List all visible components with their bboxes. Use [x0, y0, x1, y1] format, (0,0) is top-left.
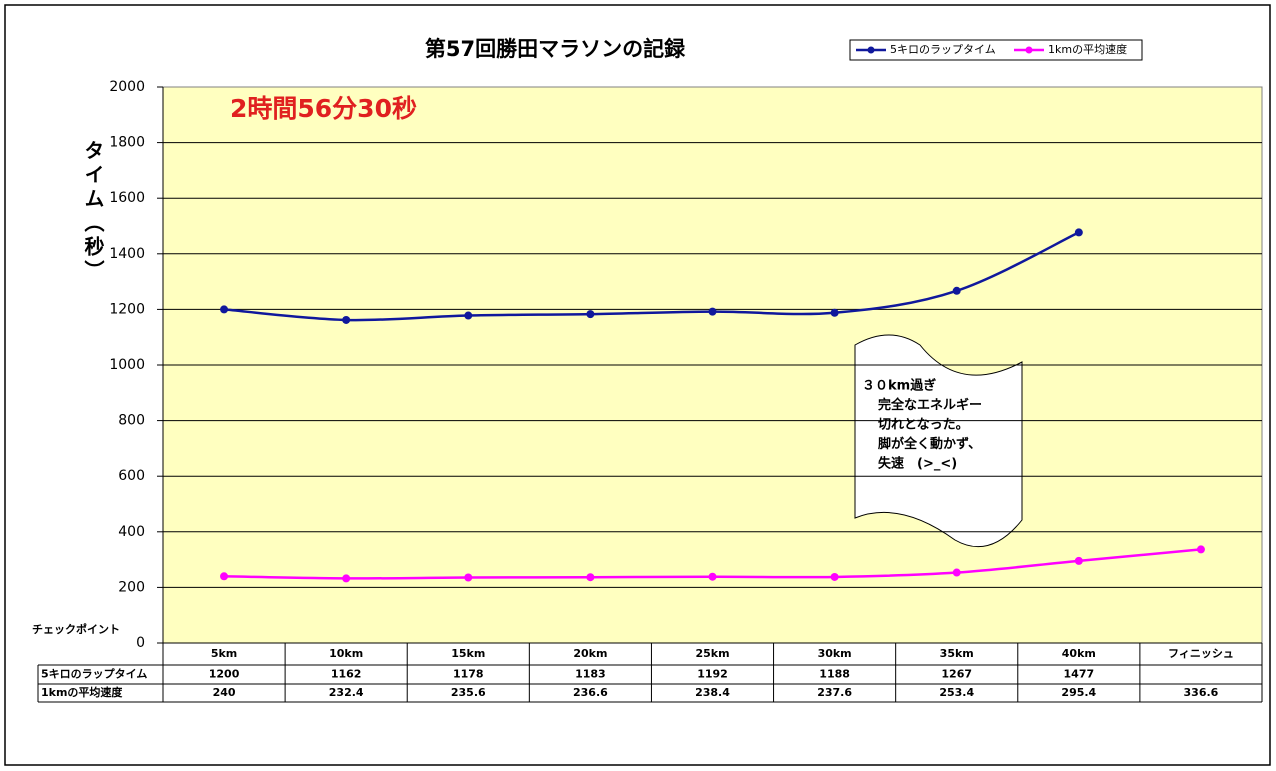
legend-marker — [1025, 46, 1033, 54]
data-point — [220, 305, 229, 314]
table-value: 232.4 — [329, 686, 364, 699]
y-tick-label: 200 — [118, 579, 145, 595]
data-point — [708, 572, 717, 581]
table-value: 1183 — [575, 668, 606, 681]
y-tick-label: 1000 — [109, 357, 145, 373]
data-point — [342, 315, 351, 324]
table-value: 295.4 — [1061, 686, 1096, 699]
table-value: 238.4 — [695, 686, 730, 699]
table-row-label: 5キロのラップタイム — [41, 667, 147, 681]
y-tick-label: 1800 — [109, 135, 145, 151]
y-tick-label: 1600 — [109, 190, 145, 206]
x-tick-label: フィニッシュ — [1168, 647, 1234, 660]
x-tick-label: 30km — [818, 647, 852, 660]
data-point — [464, 573, 473, 582]
x-tick-label: 10km — [329, 647, 363, 660]
data-point — [464, 311, 473, 320]
legend-label: 1kmの平均速度 — [1048, 42, 1127, 56]
y-tick-label: 400 — [118, 524, 145, 540]
table-value: 1267 — [941, 668, 972, 681]
series-line — [223, 231, 1080, 322]
table-row-label: 1kmの平均速度 — [41, 685, 123, 699]
x-tick-label: 20km — [573, 647, 607, 660]
y-tick-label: 2000 — [109, 79, 145, 95]
callout-text: ３０km過ぎ — [862, 378, 936, 394]
data-point — [708, 307, 717, 316]
x-tick-label: 35km — [940, 647, 974, 660]
legend-label: 5キロのラップタイム — [890, 43, 996, 56]
data-point — [1074, 556, 1083, 565]
data-point — [952, 568, 961, 577]
table-value: 1192 — [697, 668, 728, 681]
callout-text: 完全なエネルギー — [878, 397, 982, 413]
data-point — [1074, 228, 1083, 237]
x-tick-label: 25km — [695, 647, 729, 660]
callout-text: 切れとなった。 — [878, 418, 969, 433]
data-point — [830, 308, 839, 317]
y-tick-label: 0 — [136, 635, 145, 651]
chart-title: 第57回勝田マラソンの記録 — [425, 37, 686, 61]
callout-shape — [854, 334, 1023, 548]
table-value: 1162 — [331, 668, 362, 681]
table-value: 336.6 — [1184, 686, 1219, 699]
data-point — [342, 574, 351, 583]
x-tick-label: 15km — [451, 647, 485, 660]
table-value: 253.4 — [939, 686, 974, 699]
table-value: 240 — [213, 686, 236, 699]
table-value: 1178 — [453, 668, 484, 681]
legend-box — [849, 39, 1143, 61]
data-point — [830, 572, 839, 581]
table-value: 1200 — [209, 668, 240, 681]
annotation: 2時間56分30秒 — [230, 94, 417, 123]
table-value: 1477 — [1064, 668, 1095, 681]
callout-text: 脚が全く動かず、 — [878, 436, 981, 452]
y-tick-label: 1200 — [109, 301, 145, 317]
data-point — [586, 573, 595, 582]
table-value: 1188 — [819, 668, 850, 681]
data-point — [1196, 545, 1205, 554]
x-tick-label: 40km — [1062, 647, 1096, 660]
table-value: 237.6 — [817, 686, 852, 699]
legend-marker — [867, 46, 875, 54]
y-axis-label: タイム（秒） — [81, 140, 105, 284]
callout-text: 失速 (>_<) — [878, 456, 957, 472]
x-axis-label: チェックポイント — [32, 622, 120, 636]
y-tick-label: 600 — [118, 468, 145, 484]
data-point — [586, 310, 595, 319]
table-value: 235.6 — [451, 686, 486, 699]
data-point — [952, 286, 961, 295]
x-tick-label: 5km — [211, 647, 237, 660]
y-tick-label: 1400 — [109, 246, 145, 262]
table-value: 236.6 — [573, 686, 608, 699]
y-tick-label: 800 — [118, 413, 145, 429]
data-point — [220, 572, 229, 581]
